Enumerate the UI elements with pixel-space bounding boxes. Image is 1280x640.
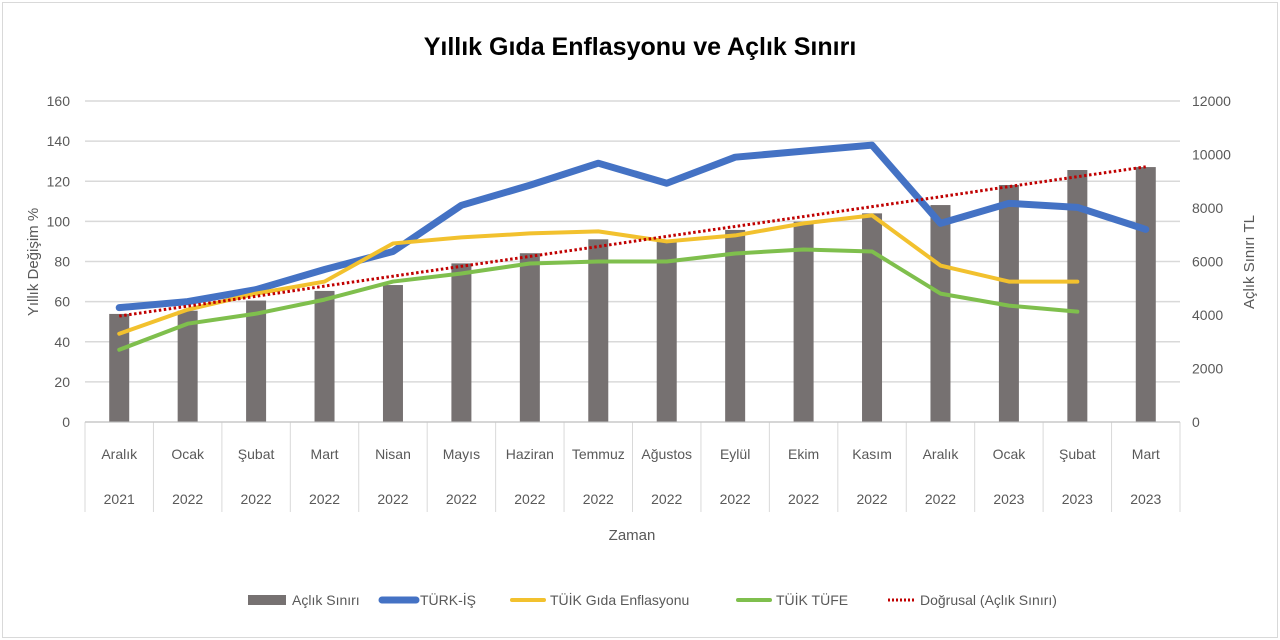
bar-acl-k-sinir <box>109 313 130 422</box>
bar-acl-k-sinir <box>1135 167 1156 422</box>
x-tick-year: 2022 <box>720 491 751 507</box>
x-tick-year: 2022 <box>651 491 682 507</box>
x-tick-year: 2023 <box>993 491 1024 507</box>
x-tick-year: 2022 <box>856 491 887 507</box>
legend-swatch <box>248 595 286 605</box>
bar-acl-k-sinir <box>451 263 472 422</box>
y-tick-label: 20 <box>54 374 70 390</box>
bar-acl-k-sinir <box>1067 170 1088 422</box>
x-tick-year: 2021 <box>104 491 135 507</box>
legend-label: TÜİK TÜFE <box>776 591 848 608</box>
bar-acl-k-sinir <box>246 300 267 422</box>
x-tick-month: Aralık <box>923 446 960 462</box>
legend-label: Açlık Sınırı <box>292 592 360 608</box>
x-tick-month: Ocak <box>993 446 1027 462</box>
x-tick-year: 2022 <box>788 491 819 507</box>
legend-label: TÜİK Gıda Enflasyonu <box>550 591 689 608</box>
y-tick-label: 80 <box>54 254 70 270</box>
y2-tick-label: 8000 <box>1192 200 1223 216</box>
x-tick-month: Temmuz <box>572 446 625 462</box>
x-tick-month: Kasım <box>852 446 892 462</box>
x-tick-month: Mart <box>1132 446 1160 462</box>
x-tick-year: 2023 <box>1062 491 1093 507</box>
bar-acl-k-sinir <box>588 239 609 422</box>
series-line-t-rk-i- <box>115 141 1150 312</box>
x-tick-month: Mayıs <box>443 446 480 462</box>
y2-tick-label: 2000 <box>1192 361 1223 377</box>
x-tick-month: Mart <box>311 446 339 462</box>
x-tick-year: 2022 <box>446 491 477 507</box>
series-line-do-rusal-a-l-k-s-n-r- <box>119 165 1146 318</box>
bar-acl-k-sinir <box>725 229 746 422</box>
y2-axis-title: Açlık Sınırı TL <box>1241 215 1258 309</box>
legend-label: TÜRK-İŞ <box>420 591 476 608</box>
x-tick-month: Eylül <box>720 446 750 462</box>
y-tick-label: 120 <box>47 173 71 189</box>
bar-acl-k-sinir <box>314 290 335 422</box>
x-tick-month: Ağustos <box>641 446 692 462</box>
x-tick-month: Haziran <box>506 446 554 462</box>
bar-acl-k-sinir <box>930 205 951 422</box>
x-tick-month: Şubat <box>238 446 275 462</box>
bar-acl-k-sinir <box>862 213 883 422</box>
bar-acl-k-sinir <box>998 184 1019 422</box>
x-tick-month: Nisan <box>375 446 411 462</box>
y-tick-label: 160 <box>47 93 71 109</box>
x-tick-year: 2022 <box>172 491 203 507</box>
y2-tick-label: 10000 <box>1192 147 1231 163</box>
x-tick-month: Aralık <box>101 446 138 462</box>
x-tick-month: Ekim <box>788 446 819 462</box>
bar-acl-k-sinir <box>656 241 677 422</box>
y-tick-label: 140 <box>47 133 71 149</box>
chart-title: Yıllık Gıda Enflasyonu ve Açlık Sınırı <box>424 33 857 61</box>
x-tick-year: 2022 <box>241 491 272 507</box>
x-tick-month: Şubat <box>1059 446 1096 462</box>
bar-acl-k-sinir <box>177 310 198 422</box>
x-tick-month: Ocak <box>171 446 205 462</box>
x-axis-title: Zaman <box>609 527 656 544</box>
y-axis-title: Yıllık Değişim % <box>25 208 42 316</box>
bar-acl-k-sinir <box>519 253 540 422</box>
bar-acl-k-sinir <box>793 221 814 422</box>
legend-label: Doğrusal (Açlık Sınırı) <box>920 592 1057 608</box>
x-tick-year: 2022 <box>514 491 545 507</box>
x-tick-year: 2022 <box>583 491 614 507</box>
y2-tick-label: 6000 <box>1192 254 1223 270</box>
bar-acl-k-sinir <box>382 285 403 422</box>
x-tick-year: 2022 <box>309 491 340 507</box>
y-tick-label: 100 <box>47 213 71 229</box>
y2-tick-label: 4000 <box>1192 307 1223 323</box>
x-tick-year: 2023 <box>1130 491 1161 507</box>
x-tick-year: 2022 <box>925 491 956 507</box>
x-tick-year: 2022 <box>377 491 408 507</box>
y-tick-label: 40 <box>54 334 70 350</box>
y-tick-label: 0 <box>62 414 70 430</box>
y2-tick-label: 0 <box>1192 414 1200 430</box>
y-tick-label: 60 <box>54 294 70 310</box>
y2-tick-label: 12000 <box>1192 93 1231 109</box>
